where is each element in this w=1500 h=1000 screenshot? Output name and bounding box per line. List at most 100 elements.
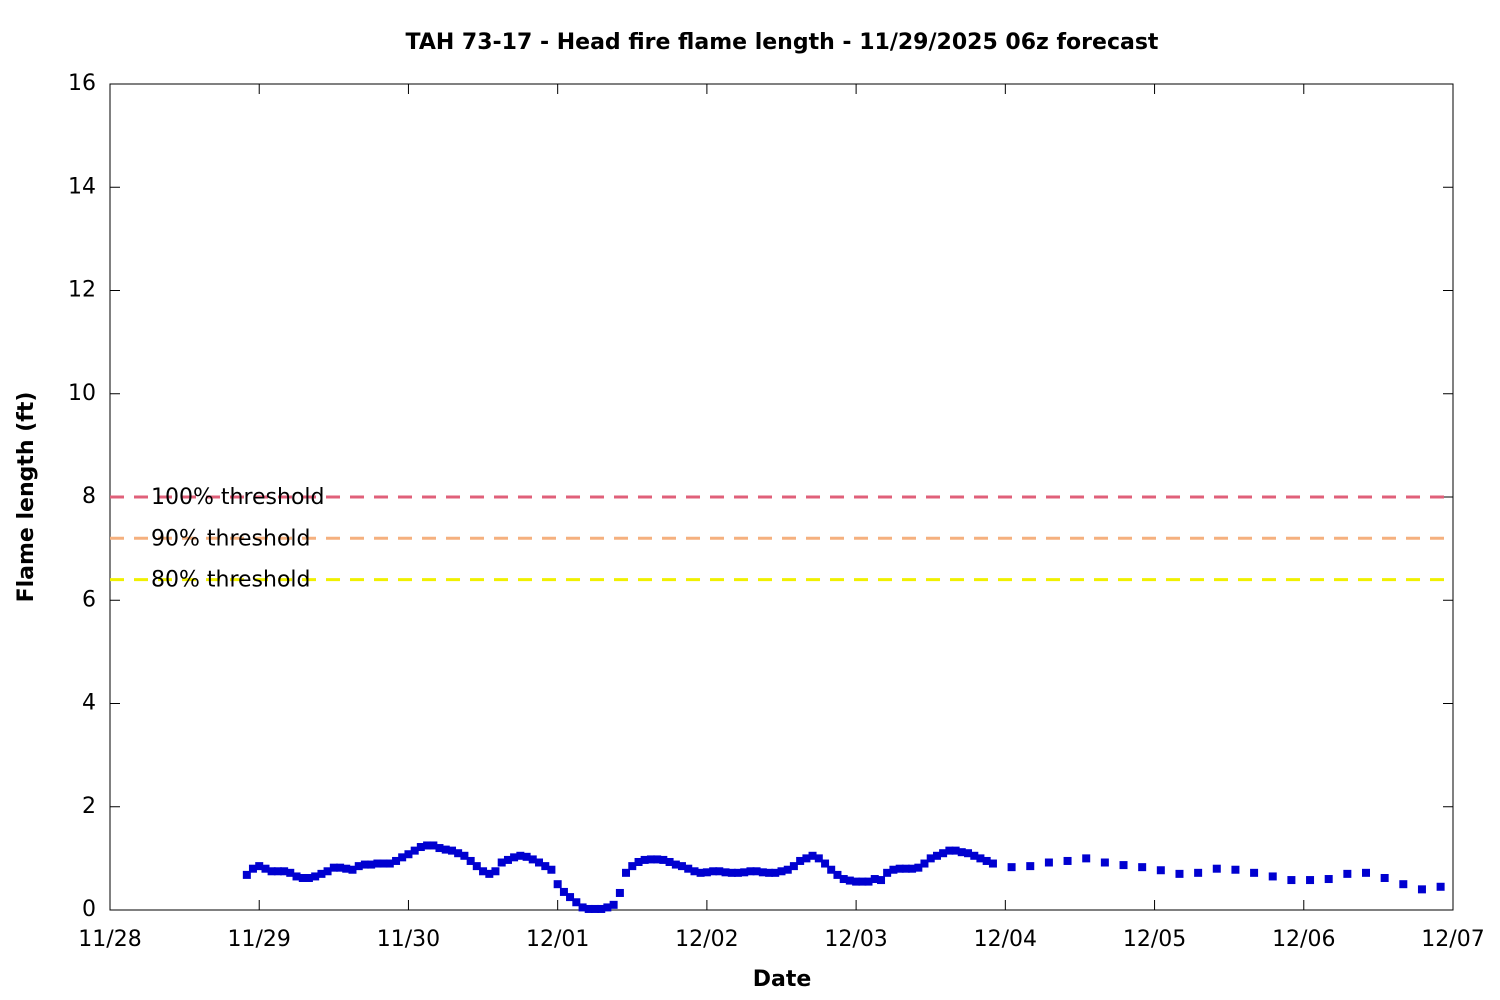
- data-point: [908, 864, 917, 873]
- data-point: [528, 855, 537, 864]
- data-point: [939, 849, 948, 858]
- data-point: [1007, 863, 1016, 872]
- data-point: [982, 856, 991, 865]
- data-point: [783, 865, 792, 874]
- x-axis-label: Date: [753, 967, 812, 992]
- data-point: [392, 856, 401, 865]
- data-point: [945, 846, 954, 855]
- data-point: [609, 900, 618, 909]
- data-point: [510, 853, 519, 862]
- data-point: [1212, 864, 1221, 873]
- data-point: [304, 873, 313, 882]
- data-point: [491, 867, 500, 876]
- data-point: [429, 841, 438, 850]
- y-tick-label: 8: [82, 484, 96, 509]
- data-point: [839, 875, 848, 884]
- data-point: [466, 856, 475, 865]
- data-point: [702, 868, 711, 877]
- x-tick-label: 12/06: [1272, 927, 1335, 952]
- data-point: [280, 867, 289, 876]
- data-point: [1026, 862, 1035, 871]
- y-tick-label: 0: [82, 897, 96, 922]
- data-point: [833, 870, 842, 879]
- data-point: [292, 872, 301, 881]
- data-point: [1268, 872, 1277, 881]
- y-tick-label: 6: [82, 587, 96, 612]
- data-point: [653, 855, 662, 864]
- data-point: [1287, 876, 1296, 885]
- data-point: [597, 904, 606, 913]
- data-point: [845, 876, 854, 885]
- data-point: [342, 864, 351, 873]
- data-point: [752, 867, 761, 876]
- data-point: [622, 868, 631, 877]
- data-point: [920, 859, 929, 868]
- data-point: [416, 843, 425, 852]
- data-point: [758, 868, 767, 877]
- data-point: [659, 855, 668, 864]
- data-point: [255, 862, 264, 871]
- data-point: [771, 868, 780, 877]
- data-point: [814, 854, 823, 863]
- y-tick-label: 4: [82, 691, 96, 716]
- data-point: [373, 859, 382, 868]
- data-point: [522, 852, 531, 861]
- x-tick-label: 12/01: [526, 927, 589, 952]
- data-point: [777, 867, 786, 876]
- data-point: [410, 846, 419, 855]
- x-tick-label: 12/02: [675, 927, 738, 952]
- data-point: [864, 877, 873, 886]
- data-point: [1324, 875, 1333, 884]
- data-point: [1362, 868, 1371, 877]
- data-point: [1343, 869, 1352, 878]
- data-point: [248, 864, 257, 873]
- data-point: [541, 862, 550, 871]
- data-point: [870, 875, 879, 884]
- data-point: [441, 845, 450, 854]
- data-point: [1231, 865, 1240, 874]
- data-point: [709, 867, 718, 876]
- data-point: [317, 869, 326, 878]
- data-point: [572, 898, 581, 907]
- data-point: [1082, 854, 1091, 863]
- x-tick-label: 12/03: [824, 927, 887, 952]
- threshold-label: 80% threshold: [151, 568, 311, 593]
- data-point: [976, 854, 985, 863]
- y-tick-label: 10: [68, 381, 96, 406]
- x-tick-label: 12/05: [1123, 927, 1186, 952]
- data-point: [740, 868, 749, 877]
- data-point: [1417, 885, 1426, 894]
- data-point: [796, 856, 805, 865]
- data-point: [435, 844, 444, 853]
- data-point: [964, 849, 973, 858]
- data-point: [715, 867, 724, 876]
- data-point: [914, 863, 923, 872]
- data-point: [1194, 868, 1203, 877]
- x-tick-label: 11/30: [377, 927, 440, 952]
- data-point: [448, 846, 457, 855]
- data-point: [926, 854, 935, 863]
- data-point: [497, 858, 506, 867]
- data-point: [336, 863, 345, 872]
- data-point: [379, 859, 388, 868]
- data-point: [858, 877, 867, 886]
- data-point: [590, 904, 599, 913]
- data-point: [646, 855, 655, 864]
- data-point: [472, 862, 481, 871]
- data-point: [665, 857, 674, 866]
- x-tick-label: 12/07: [1421, 927, 1484, 952]
- y-tick-label: 2: [82, 794, 96, 819]
- data-point: [398, 853, 407, 862]
- data-point: [553, 880, 562, 889]
- data-point: [746, 867, 755, 876]
- data-point: [1119, 861, 1128, 870]
- data-point: [329, 863, 338, 872]
- data-point: [802, 854, 811, 863]
- chart-title: TAH 73-17 - Head fire flame length - 11/…: [406, 30, 1159, 55]
- data-point: [877, 876, 886, 885]
- y-tick-label: 14: [68, 174, 96, 199]
- data-point: [535, 858, 544, 867]
- x-tick-label: 12/04: [974, 927, 1037, 952]
- data-point: [852, 877, 861, 886]
- data-point: [895, 864, 904, 873]
